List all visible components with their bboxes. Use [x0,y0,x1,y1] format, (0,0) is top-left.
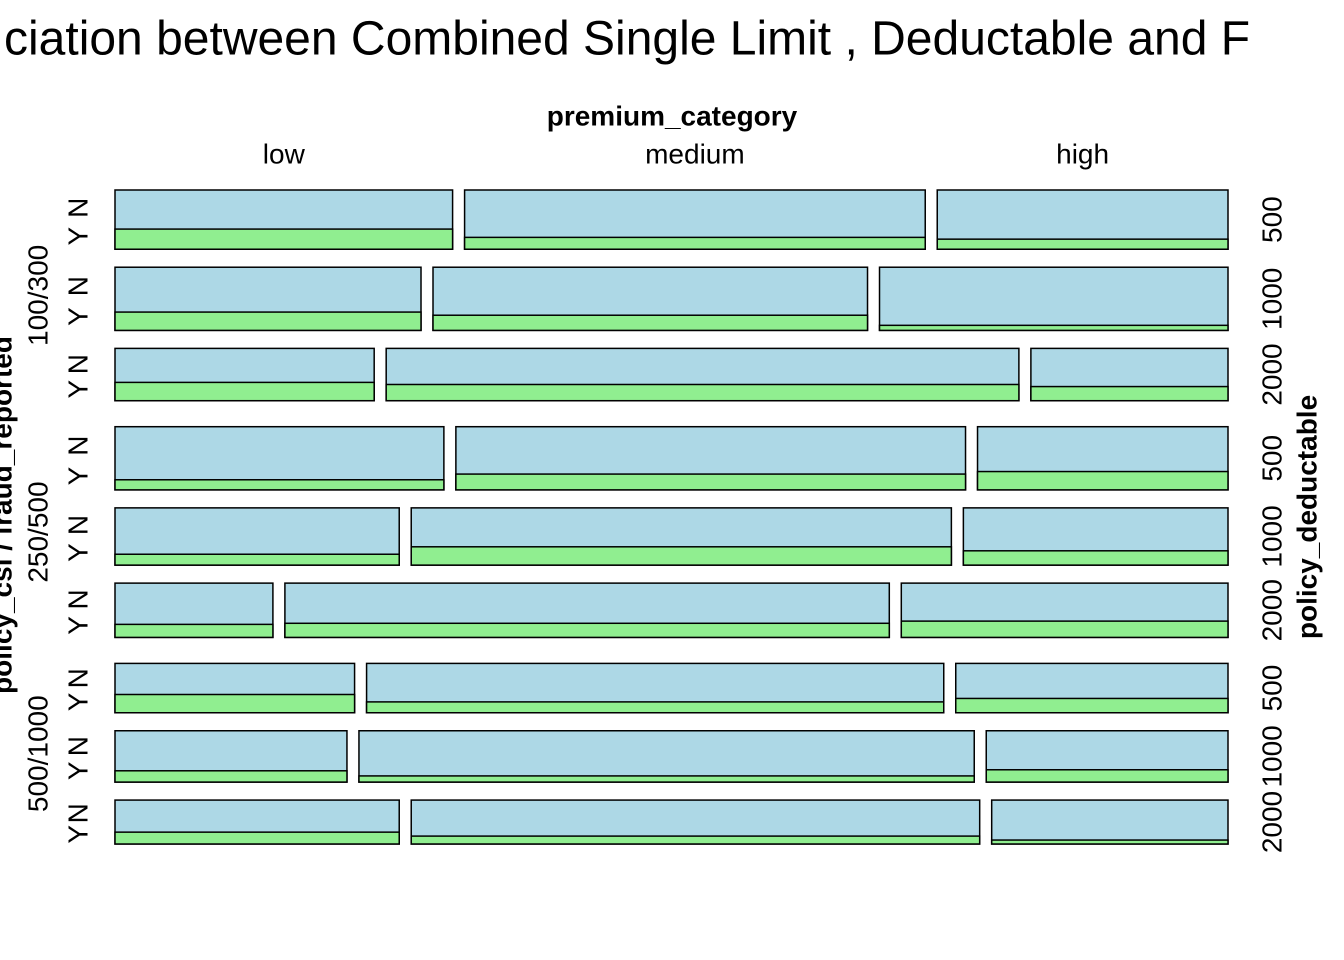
deductable-label: 2000 [1256,343,1287,405]
cell-y [410,835,981,845]
fraud-level-label: Y [62,307,93,326]
cell-y [900,620,1229,639]
cell-y [385,383,1020,402]
csl-label: 250/500 [22,481,53,582]
fraud-level-label: N [62,736,93,756]
column-label: medium [645,138,745,169]
cell-y [114,693,356,714]
csl-label: 500/1000 [22,695,53,812]
column-label: low [263,138,306,169]
cell-y [284,622,891,639]
fraud-level-label: N [62,198,93,218]
cell-y [432,314,869,332]
chart-title: ciation between Combined Single Limit , … [4,13,1250,66]
cell-y [114,311,422,332]
y2-axis-title: policy_deductable [1291,395,1322,639]
fraud-level-label: Y [62,761,93,780]
deductable-label: 500 [1256,435,1287,482]
deductable-label: 500 [1256,196,1287,243]
cell-y [990,839,1229,845]
fraud-level-label: Y [62,692,93,711]
cell-y [878,324,1229,332]
fraud-level-label: Y [62,543,93,562]
fraud-level-label: N [62,589,93,609]
fraud-level-label: Y [62,227,93,246]
fraud-level-label: N [62,276,93,296]
cell-y [114,623,274,639]
cell-y [976,470,1229,491]
cell-n [878,266,1229,332]
cell-y [955,697,1229,714]
cell-y [962,550,1229,566]
fraud-level-label: N [62,436,93,456]
column-label: high [1056,138,1109,169]
fraud-level-label: Y [62,616,93,635]
fraud-level-label: N [62,354,93,374]
csl-label: 100/300 [22,245,53,346]
cell-y [1030,385,1229,402]
deductable-label: 500 [1256,665,1287,712]
cell-n [990,799,1229,845]
deductable-label: 2000 [1256,791,1287,853]
cell-y [455,473,967,491]
cell-y [114,228,454,250]
cell-y [114,381,375,402]
deductable-label: 2000 [1256,579,1287,641]
cell-y [114,479,445,491]
deductable-label: 1000 [1256,725,1287,787]
cell-y [358,775,975,783]
fraud-level-label: N [62,668,93,688]
cell-y [463,236,926,250]
fraud-level-label: N [62,803,93,823]
cell-y [985,769,1229,783]
cell-y [114,770,348,783]
fraud-level-label: Y [62,466,93,485]
deductable-label: 1000 [1256,505,1287,567]
y-axis-title: policy_csl / fraud_reported [0,336,17,694]
fraud-level-label: Y [62,380,93,399]
fraud-level-label: N [62,515,93,535]
cell-y [410,546,953,566]
cell-y [365,701,945,714]
cell-y [114,553,400,566]
cell-y [114,831,400,845]
deductable-label: 1000 [1256,268,1287,330]
cell-n [358,730,975,783]
x-axis-title: premium_category [547,100,798,131]
fraud-level-label: Y [62,825,93,844]
cell-y [936,238,1229,250]
